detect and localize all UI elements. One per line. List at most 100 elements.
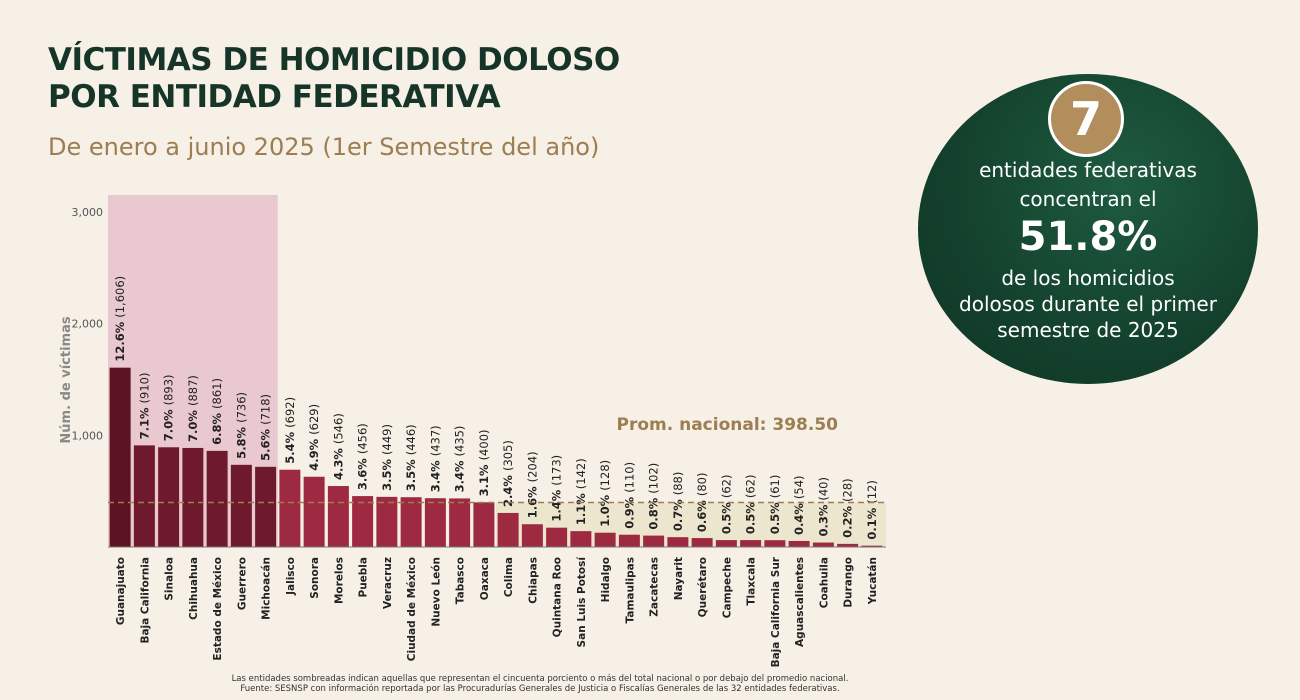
bar [376,496,398,547]
data-label-percent: 0.6% [695,496,709,532]
data-label-percent: 0.5% [719,498,733,534]
bar [837,543,859,547]
data-label: 0.9% (110) [622,462,636,529]
bar [230,464,252,547]
data-label-count: (692) [283,397,297,428]
data-label-count: (28) [841,478,855,502]
x-tick-label: Estado de México [212,557,224,661]
data-label-count: (88) [671,472,685,496]
data-label: 4.9% (629) [307,404,321,471]
data-label-count: (1,606) [113,276,127,318]
data-label-percent: 3.6% [356,454,370,490]
x-tick-label: Morelos [333,557,345,604]
data-label: 0.3% (40) [816,477,830,537]
badge-line-2: concentran el [1019,187,1157,211]
data-label: 0.5% (62) [744,475,758,535]
x-tick-label: Oaxaca [479,557,491,600]
footnote-line-2: Fuente: SESNSP con información reportada… [240,684,840,694]
data-label-count: (173) [550,455,564,486]
bar [327,486,349,547]
bar [570,531,592,547]
data-label-count: (861) [210,378,224,409]
x-tick-label: Aguascalientes [794,557,806,647]
bar [715,540,737,547]
badge-line-4: dolosos durante el primer [959,292,1217,316]
y-tick-label: 1,000 [72,429,104,442]
bar [303,476,325,547]
bar [812,542,834,547]
data-label: 0.4% (54) [792,475,806,535]
data-label-count: (12) [865,480,879,504]
data-label-percent: 3.4% [428,456,442,492]
average-label: Prom. nacional: 398.50 [617,415,839,435]
data-label-percent: 3.1% [477,460,491,496]
data-label-count: (718) [259,394,273,425]
data-label-count: (446) [404,424,418,455]
bar [182,447,204,547]
data-label-count: (142) [574,458,588,489]
bar [449,498,471,547]
x-tick-label: Guanajuato [115,557,127,625]
badge-line-1: entidades federativas [979,158,1197,182]
x-tick-label: Hidalgo [600,557,612,602]
data-label: 0.6% (80) [695,473,709,533]
data-label: 12.6% (1,606) [113,276,127,362]
data-label-count: (305) [501,440,515,471]
data-label-count: (437) [428,425,442,456]
data-label: 1.0% (128) [598,460,612,527]
badge-line-3: de los homicidios [1001,266,1175,290]
y-tick-label: 3,000 [72,206,104,219]
title-line-1: VÍCTIMAS DE HOMICIDIO DOLOSO [48,42,620,78]
data-label: 5.4% (692) [283,397,297,464]
data-label-percent: 0.1% [865,504,879,540]
data-label: 3.1% (400) [477,429,491,496]
bar [279,469,301,547]
bar [109,367,131,547]
footnote: Las entidades sombreadas indican aquella… [150,674,930,694]
data-label: 0.5% (62) [719,475,733,535]
badge-percent: 51.8% [1018,214,1158,260]
bar [521,524,543,547]
data-label-count: (110) [622,462,636,493]
data-label-count: (736) [234,392,248,423]
x-tick-label: Sinaloa [164,557,176,601]
data-label: 5.8% (736) [234,392,248,459]
data-label-percent: 7.1% [137,403,151,439]
data-label: 4.3% (546) [331,413,345,480]
x-tick-label: Campeche [721,557,733,618]
page-title: VÍCTIMAS DE HOMICIDIO DOLOSO POR ENTIDAD… [48,42,620,116]
data-label-percent: 0.4% [792,499,806,535]
data-label-count: (400) [477,429,491,460]
x-tick-label: Tlaxcala [746,557,758,606]
data-label-count: (62) [744,475,758,499]
data-label-percent: 5.6% [259,425,273,461]
data-label-percent: 0.5% [768,498,782,534]
data-label-count: (128) [598,460,612,491]
bar [618,534,640,547]
data-label-count: (61) [768,475,782,499]
data-label-count: (62) [719,475,733,499]
data-label-percent: 1.6% [525,482,539,518]
data-label-count: (435) [453,426,467,457]
data-label: 0.1% (12) [865,480,879,540]
data-label: 0.2% (28) [841,478,855,538]
data-label: 7.0% (893) [162,374,176,441]
data-label-count: (887) [186,375,200,406]
data-label: 0.7% (88) [671,472,685,532]
data-label-count: (449) [380,424,394,455]
bar [255,466,277,547]
bar [740,540,762,547]
x-tick-label: Nayarit [673,557,685,600]
data-label: 1.4% (173) [550,455,564,522]
x-tick-label: Coahuila [818,557,830,608]
page-subtitle: De enero a junio 2025 (1er Semestre del … [48,133,600,161]
x-tick-label: Baja California Sur [770,556,782,667]
data-label-percent: 7.0% [162,405,176,441]
data-label: 3.4% (437) [428,425,442,492]
data-label-count: (893) [162,374,176,405]
x-tick-label: Querétaro [697,557,709,617]
data-label-percent: 1.4% [550,486,564,522]
data-label: 3.5% (446) [404,424,418,491]
x-tick-label: Durango [843,557,855,608]
data-label: 1.6% (204) [525,451,539,518]
